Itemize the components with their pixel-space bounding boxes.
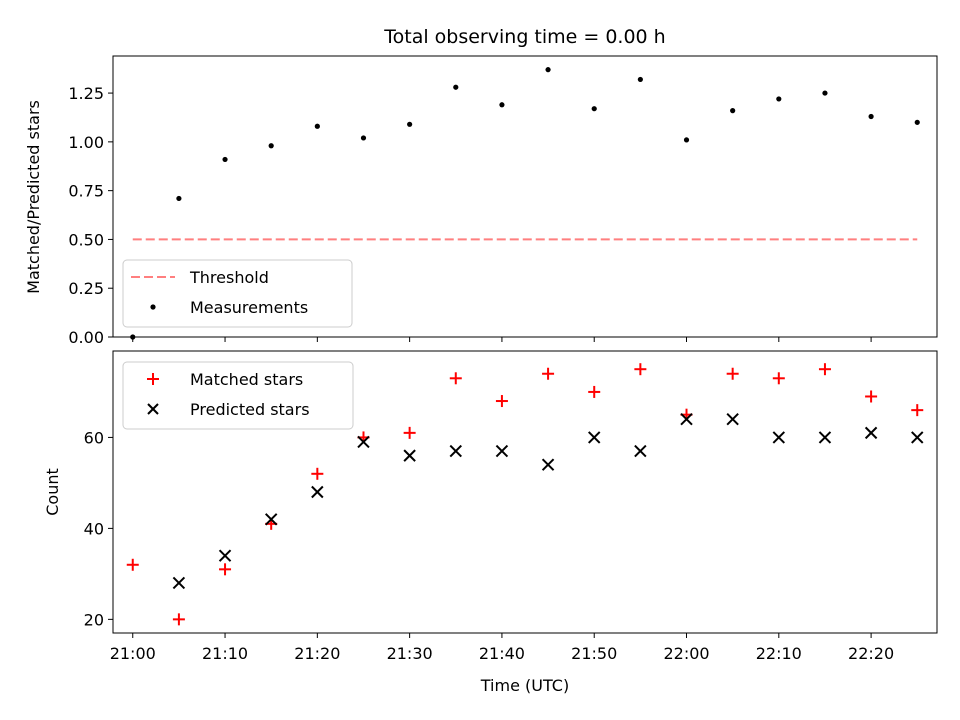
measurement-point (360, 135, 367, 141)
top-plot-frame (112, 55, 938, 338)
top-y-tick-label: 0.00 (68, 328, 104, 347)
predicted-star-point (449, 444, 462, 458)
predicted-star-point (818, 431, 832, 444)
top-legend-box (122, 259, 353, 328)
measurement-point (176, 195, 182, 202)
legend-measurements-swatch (150, 304, 156, 310)
top-y-tick-label: 0.75 (68, 182, 104, 201)
matched-star-point (726, 367, 739, 380)
predicted-star-point (772, 431, 786, 444)
x-tick-label: 22:20 (848, 644, 894, 663)
measurement-point (637, 76, 643, 83)
legend-predicted-swatch (147, 403, 159, 415)
top-y-tick-label: 1.00 (68, 133, 104, 152)
measurement-point (407, 121, 413, 127)
ratio-panel: 0.00 0.25 0.50 0.75 1.00 1.25 (68, 55, 938, 347)
legend-predicted-label: Predicted stars (190, 400, 310, 419)
matched-star-point (542, 367, 555, 380)
predicted-star-point (634, 444, 647, 458)
top-y-tick-label: 1.25 (68, 84, 104, 103)
predicted-star-point (264, 513, 278, 526)
x-axis-label: Time (UTC) (480, 676, 569, 695)
legend-matched-swatch (147, 373, 159, 385)
predicted-star-point (680, 413, 693, 426)
measurement-point (822, 90, 828, 96)
predicted-star-point (172, 576, 186, 590)
matched-star-point (495, 395, 508, 408)
bottom-y-axis-label: Count (43, 468, 62, 516)
x-tick-label: 21:00 (110, 644, 156, 663)
measurement-point (222, 156, 228, 163)
bottom-legend: Matched stars Predicted stars (122, 361, 354, 430)
legend-threshold-label: Threshold (189, 268, 269, 287)
bottom-y-tick-label: 20 (84, 610, 104, 629)
x-tick-label: 22:10 (756, 644, 802, 663)
matched-star-point (172, 613, 185, 626)
legend-measurements-label: Measurements (190, 298, 308, 317)
measurement-point (683, 137, 690, 143)
matched-star-point (588, 385, 601, 398)
matched-star-point (818, 363, 831, 376)
predicted-star-point (541, 458, 555, 471)
measurement-point (545, 67, 551, 73)
measurement-point (868, 113, 874, 120)
top-y-axis-label: Matched/Predicted stars (24, 100, 43, 294)
x-tick-label: 21:10 (202, 644, 248, 663)
matched-star-point (311, 467, 324, 480)
matched-star-point (634, 363, 647, 376)
measurement-point (499, 102, 505, 108)
predicted-star-point (403, 449, 416, 462)
x-tick-label: 21:40 (479, 644, 525, 663)
top-y-tick-label: 0.25 (68, 279, 104, 298)
predicted-star-point (911, 431, 924, 444)
measurement-point (591, 106, 597, 112)
bottom-legend-box (122, 361, 354, 430)
matched-star-point (911, 404, 924, 417)
measurement-point (314, 123, 320, 129)
predicted-star-point (864, 426, 878, 440)
measurement-point (730, 108, 736, 114)
bottom-plot-frame (112, 350, 938, 634)
bottom-y-tick-label: 60 (84, 428, 104, 447)
predicted-star-point (495, 444, 509, 458)
predicted-star-point (357, 435, 370, 449)
measurement-point (914, 119, 920, 125)
x-tick-label: 22:00 (663, 644, 709, 663)
bottom-y-tick-label: 40 (84, 519, 104, 538)
measurement-point (776, 96, 782, 102)
matched-star-point (219, 563, 232, 576)
x-tick-label: 21:20 (294, 644, 340, 663)
count-panel: 20 40 60 21:00 21:10 21:20 21:30 21:40 21:50 22:0… (84, 350, 938, 663)
predicted-star-point (218, 549, 232, 562)
measurement-point (268, 143, 274, 149)
predicted-star-point (726, 413, 739, 426)
x-tick-label: 21:30 (387, 644, 433, 663)
matched-star-point (403, 426, 416, 439)
matched-star-point (772, 372, 785, 385)
chart-title: Total observing time = 0.00 h (383, 26, 665, 48)
x-tick-label: 21:50 (571, 644, 617, 663)
measurement-point (130, 334, 136, 340)
legend-matched-label: Matched stars (190, 370, 303, 389)
top-y-tick-label: 0.50 (68, 230, 104, 249)
matched-star-point (126, 558, 139, 571)
measurement-point (453, 84, 459, 90)
predicted-star-point (311, 485, 324, 499)
matched-star-point (865, 390, 878, 403)
predicted-star-point (588, 431, 601, 444)
matched-star-point (449, 372, 462, 385)
top-legend: Threshold Measurements (122, 259, 353, 328)
